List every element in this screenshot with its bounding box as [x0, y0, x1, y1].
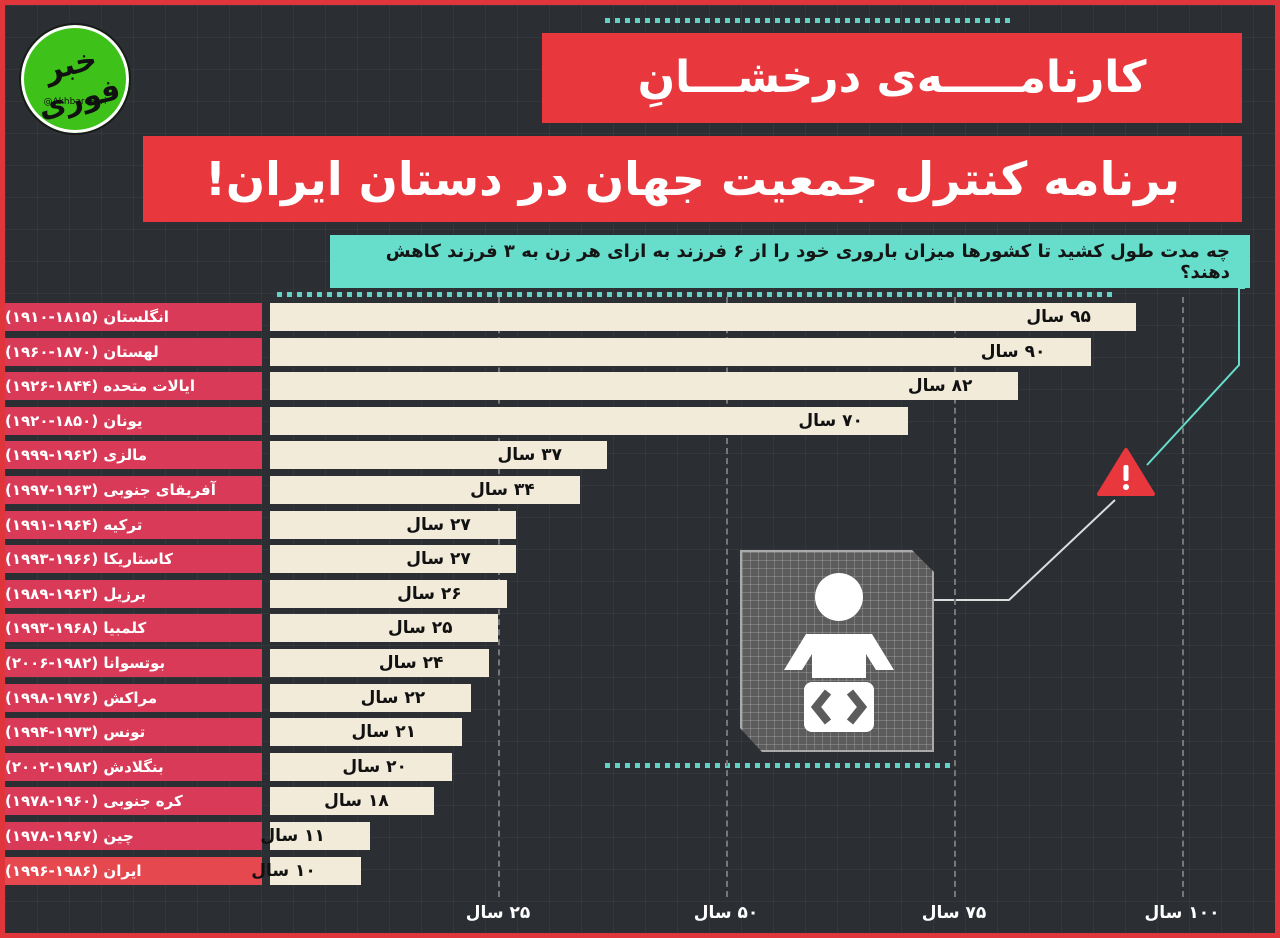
value-label: ۲۰ سال [342, 756, 407, 777]
category-label: مالزی (۱۹۶۲-۱۹۹۹) [5, 441, 262, 470]
brand-mark: خبر فوری [34, 41, 124, 127]
value-label: ۳۴ سال [470, 480, 535, 500]
category-label: کلمبیا (۱۹۶۸-۱۹۹۳) [5, 614, 262, 643]
bar [270, 649, 489, 677]
x-tick-label: ۲۵ سال [465, 903, 531, 923]
value-label: ۷۰ سال [798, 410, 863, 431]
bar [270, 787, 435, 816]
category-label: تونس (۱۹۷۳-۱۹۹۴) [5, 718, 262, 747]
gridline [726, 297, 728, 897]
category-label: مراکش (۱۹۷۶-۱۹۹۸) [5, 683, 262, 712]
bar [270, 856, 362, 885]
x-tick-label: ۷۵ سال [921, 903, 987, 923]
bar [270, 303, 1137, 331]
category-label: انگلستان (۱۸۱۵-۱۹۱۰) [5, 303, 262, 331]
category-label: بوتسوانا (۱۹۸۲-۲۰۰۶) [5, 649, 262, 677]
bar [270, 510, 517, 539]
value-label: ۱۸ سال [324, 791, 389, 812]
infographic: خبر فوری @AkhbareFori کارنامـــــه‌ی درخ… [5, 5, 1275, 933]
category-label: چین (۱۹۶۷-۱۹۷۸) [5, 822, 262, 850]
bar [270, 822, 371, 850]
bar [270, 337, 1091, 366]
category-label: کاستاریکا (۱۹۶۶-۱۹۹۳) [5, 545, 262, 574]
baby-card [740, 550, 934, 752]
x-tick-label: ۵۰ سال [693, 903, 759, 923]
chart-question: چه مدت طول کشید تا کشورها میزان باروری خ… [330, 235, 1250, 288]
value-label: ۲۷ سال [406, 549, 471, 570]
category-label: کره جنوبی (۱۹۶۰-۱۹۷۸) [5, 787, 262, 816]
bar [270, 718, 462, 747]
gridline [1182, 297, 1184, 897]
brand-logo: خبر فوری @AkhbareFori [19, 23, 131, 135]
bar [270, 372, 1018, 401]
value-label: ۲۷ سال [406, 514, 471, 535]
category-label: ترکیه (۱۹۶۴-۱۹۹۱) [5, 510, 262, 539]
bar [270, 752, 453, 781]
value-label: ۲۱ سال [351, 722, 417, 743]
bar [270, 614, 498, 643]
title-line-1: کارنامـــــه‌ی درخشـــانِ [542, 33, 1242, 123]
value-label: ۸۲ سال [907, 376, 973, 397]
value-label: ۲۴ سال [378, 653, 444, 673]
bar [270, 683, 471, 712]
bar [270, 579, 508, 608]
brand-handle: @AkhbareFori [43, 97, 107, 107]
warning-icon [1097, 448, 1155, 496]
value-label: ۳۷ سال [497, 445, 562, 466]
dotted-rule-top [605, 18, 1015, 23]
value-label: ۲۵ سال [388, 618, 453, 639]
category-label: ایالات متحده (۱۸۴۴-۱۹۲۶) [5, 372, 262, 401]
bar [270, 406, 909, 435]
gridline [954, 297, 956, 897]
bar [270, 476, 581, 504]
value-label: ۱۰ سال [251, 860, 316, 881]
category-label: آفریقای جنوبی (۱۹۶۳-۱۹۹۷) [5, 476, 262, 504]
value-label: ۲۶ سال [397, 583, 462, 604]
dotted-rule-axis [277, 292, 1117, 297]
title-line-2: برنامه کنترل جمعیت جهان در دستان ایران! [143, 136, 1242, 222]
bar [270, 545, 517, 574]
baby-icon [784, 573, 894, 732]
value-label: ۱۱ سال [260, 826, 325, 846]
value-label: ۹۵ سال [1026, 307, 1091, 327]
category-label: لهستان (۱۸۷۰-۱۹۶۰) [5, 337, 262, 366]
category-label: بنگلادش (۱۹۸۲-۲۰۰۲) [5, 752, 262, 781]
value-label: ۲۲ سال [360, 687, 426, 708]
x-tick-label: ۱۰۰ سال [1144, 903, 1220, 923]
category-label: ایران (۱۹۸۶-۱۹۹۶) [5, 856, 262, 885]
category-label: یونان (۱۸۵۰-۱۹۲۰) [5, 406, 262, 435]
category-label: برزیل (۱۹۶۳-۱۹۸۹) [5, 579, 262, 608]
bar [270, 441, 608, 470]
dotted-rule-bottom [605, 763, 955, 768]
value-label: ۹۰ سال [980, 341, 1046, 362]
